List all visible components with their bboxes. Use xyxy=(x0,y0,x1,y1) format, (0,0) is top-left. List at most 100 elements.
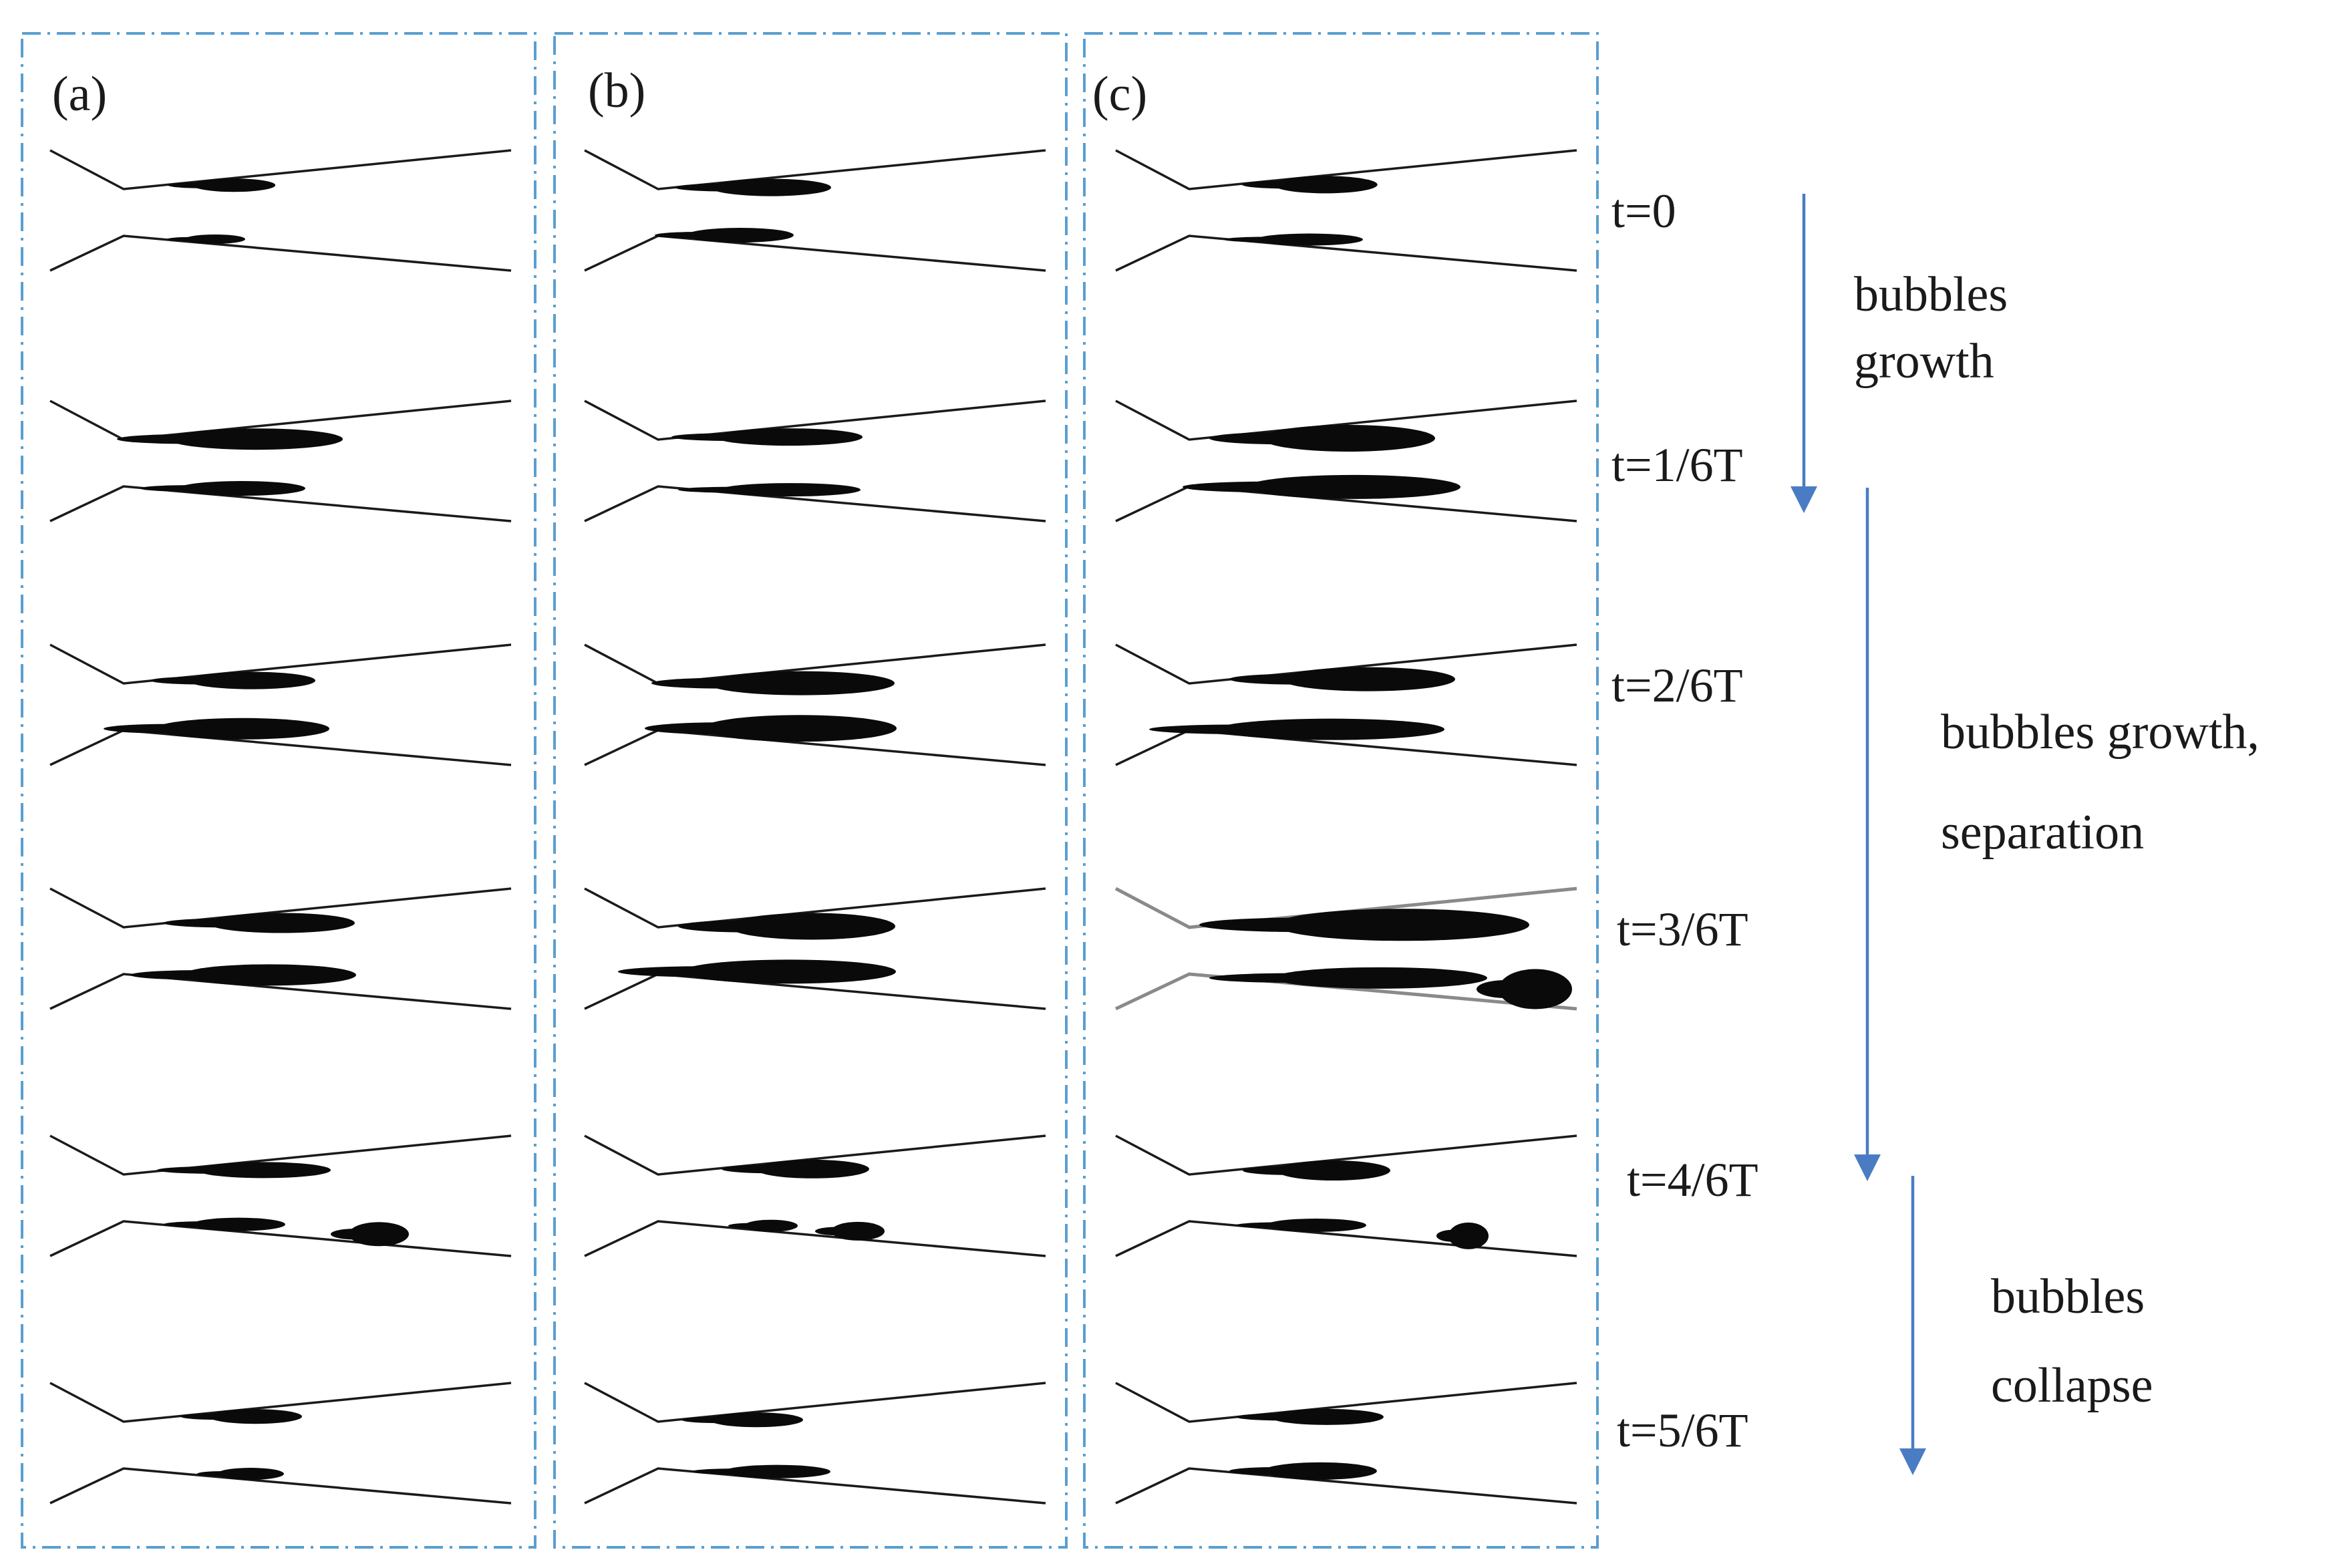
phase-label-growth-2: growth xyxy=(1854,334,1994,389)
nozzle-top-wall xyxy=(1115,400,1577,441)
cavitation-bubble-tail xyxy=(1229,673,1368,685)
cavitation-bubble-tail xyxy=(1236,1222,1316,1229)
frame-a-0 xyxy=(49,149,512,272)
nozzle-bottom-wall xyxy=(584,1467,1046,1505)
nozzle-top-wall xyxy=(584,1134,1046,1176)
frame-b-2 xyxy=(584,643,1046,766)
nozzle-top-wall xyxy=(584,887,1046,929)
arrow-growth xyxy=(1791,194,1817,513)
phase-label-collapse-2: collapse xyxy=(1991,1358,2153,1413)
cavitation-bubble xyxy=(192,178,276,192)
time-label-0: t=0 xyxy=(1611,184,1676,238)
nozzle-bottom-wall xyxy=(49,485,512,522)
cavitation-bubble-tail xyxy=(645,722,800,735)
nozzle-bottom-wall xyxy=(1115,1220,1577,1257)
frames-grid xyxy=(49,149,1577,1505)
phase-label-collapse-1: bubbles xyxy=(1991,1269,2145,1324)
cavitation-bubble xyxy=(1273,176,1378,194)
cavitation-bubble-tail xyxy=(1229,1467,1320,1475)
frame-c-4 xyxy=(1115,1134,1577,1257)
panel-frame-b xyxy=(553,32,1068,1549)
nozzle-top-wall xyxy=(49,887,512,929)
cavitation-bubble-tail xyxy=(197,1470,251,1477)
cavitation-bubble-tail xyxy=(1209,973,1380,983)
cavitation-bubble-tail xyxy=(728,1223,771,1229)
frame-b-3 xyxy=(584,887,1046,1010)
nozzle-top-wall xyxy=(1114,887,1577,929)
nozzle-top-wall xyxy=(1115,149,1577,190)
cavitation-bubble-tail xyxy=(618,966,789,977)
cavitation-bubble-tail xyxy=(678,920,812,933)
cavitation-bubble-tail xyxy=(1183,481,1354,492)
nozzle-top-wall xyxy=(49,1134,512,1176)
cavitation-bubble-tail xyxy=(1436,1229,1468,1242)
frame-a-2 xyxy=(49,643,512,766)
cavitation-bubble-tail xyxy=(678,486,790,493)
cavitation-bubble-tail xyxy=(1236,1413,1327,1421)
time-label-4: t=4/6T xyxy=(1627,1153,1758,1207)
nozzle-bottom-wall xyxy=(584,234,1046,272)
cavitation-bubble-tail xyxy=(150,676,252,685)
nozzle-top-wall xyxy=(49,149,512,190)
frame-c-3 xyxy=(1114,887,1577,1011)
cavitation-bubble-tail xyxy=(157,1166,264,1174)
nozzle-top-wall xyxy=(49,1382,512,1423)
phase-label-separation-2: separation xyxy=(1941,805,2144,860)
cavitation-bubble-tail xyxy=(681,1416,756,1424)
time-label-5: t=5/6T xyxy=(1617,1404,1748,1457)
cavitation-bubble-tail xyxy=(1149,724,1331,734)
nozzle-bottom-wall xyxy=(49,973,512,1010)
nozzle-top-wall xyxy=(584,1382,1046,1423)
cavitation-bubble-tail xyxy=(168,182,235,188)
phase-label-separation-1: bubbles growth, xyxy=(1941,705,2260,760)
cavitation-bubble-tail xyxy=(671,433,789,441)
frame-b-4 xyxy=(584,1134,1046,1257)
frame-b-0 xyxy=(584,149,1046,272)
cavitation-bubble-tail xyxy=(1242,180,1326,189)
cavitation-bubble-tail xyxy=(164,918,281,928)
nozzle-top-wall xyxy=(584,400,1046,441)
nozzle-top-wall xyxy=(49,643,512,685)
panel-label-c: (c) xyxy=(1092,67,1147,122)
nozzle-bottom-wall xyxy=(49,1467,512,1505)
panel-frame-a xyxy=(21,32,536,1549)
frame-c-0 xyxy=(1115,149,1577,272)
nozzle-bottom-wall xyxy=(1115,234,1577,272)
cavitation-bubble-tail xyxy=(691,1468,777,1475)
arrow-growth-separation xyxy=(1854,488,1881,1181)
cavitation-bubble-tail xyxy=(655,232,740,239)
frame-b-5 xyxy=(584,1382,1046,1505)
frame-a-4 xyxy=(49,1134,512,1257)
frame-a-5 xyxy=(49,1382,512,1505)
cavitation-bubble-tail xyxy=(117,434,256,444)
frame-a-1 xyxy=(49,400,512,522)
cavitation-bubble-tail xyxy=(1477,979,1535,998)
frame-b-1 xyxy=(584,400,1046,522)
nozzle-top-wall xyxy=(1115,1134,1577,1176)
nozzle-bottom-wall xyxy=(1114,972,1577,1011)
nozzle-bottom-wall xyxy=(584,1220,1046,1257)
time-label-1: t=1/6T xyxy=(1611,438,1743,492)
cavitation-bubble-tail xyxy=(815,1227,858,1236)
cavitation-bubble-tail xyxy=(104,724,243,734)
nozzle-top-wall xyxy=(1115,1382,1577,1423)
cavitation-bubble-tail xyxy=(722,1164,812,1174)
time-label-2: t=2/6T xyxy=(1611,659,1743,712)
cavitation-bubble-tail xyxy=(1224,237,1309,243)
nozzle-bottom-wall xyxy=(1115,1467,1577,1505)
cavitation-bubble-tail xyxy=(675,183,771,192)
cavitation-bubble-tail xyxy=(167,237,215,242)
time-label-3: t=3/6T xyxy=(1617,903,1748,956)
cavitation-bubble-tail xyxy=(130,970,269,980)
cavitation-bubble-tail xyxy=(651,677,801,689)
panel-frame-c xyxy=(1083,32,1599,1549)
frame-c-5 xyxy=(1115,1382,1577,1505)
cavitation-bubble-tail xyxy=(1243,1166,1334,1175)
frame-a-3 xyxy=(49,887,512,1010)
frame-c-1 xyxy=(1115,400,1577,522)
cavitation-bubble-tail xyxy=(164,1221,239,1228)
nozzle-bottom-wall xyxy=(49,234,512,272)
cavitation-bubble-tail xyxy=(1209,432,1348,444)
panel-label-b: (b) xyxy=(588,63,645,118)
